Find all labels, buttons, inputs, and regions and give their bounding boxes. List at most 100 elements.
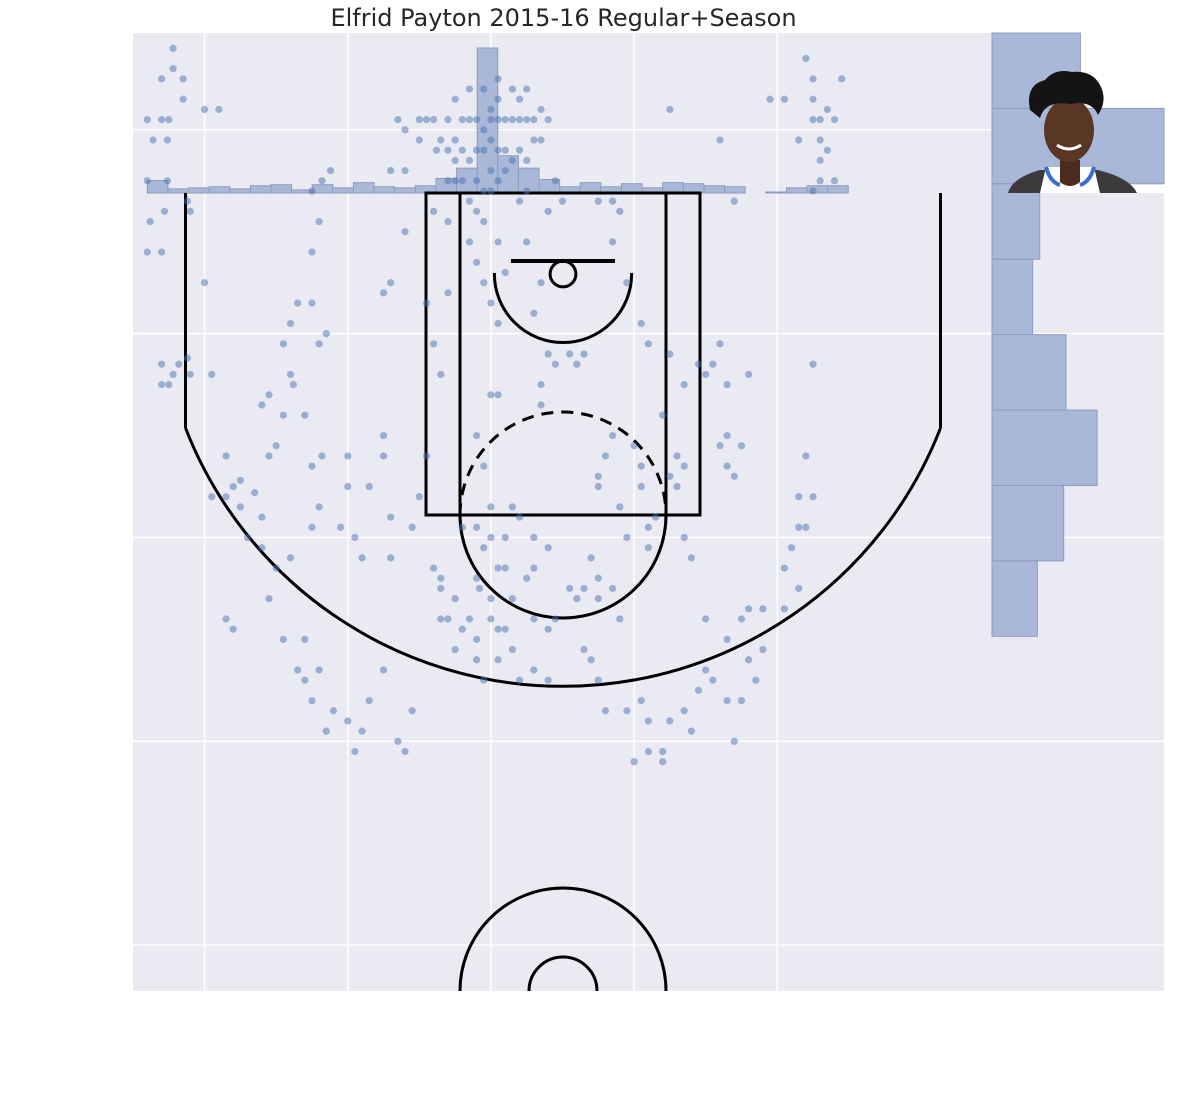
shot-point xyxy=(444,177,452,185)
shot-point xyxy=(279,411,287,419)
shot-point xyxy=(544,625,552,633)
shot-point xyxy=(158,248,166,256)
shot-point xyxy=(365,482,373,491)
shot-point xyxy=(473,146,481,154)
x-histogram-bar xyxy=(188,187,210,194)
shot-point xyxy=(530,116,538,124)
shot-point xyxy=(444,116,452,124)
shot-point xyxy=(816,156,824,164)
shot-point xyxy=(523,238,531,246)
shot-point xyxy=(169,370,177,379)
shot-point xyxy=(444,289,452,297)
shot-point xyxy=(243,533,252,542)
shot-point xyxy=(530,136,538,144)
shot-point xyxy=(587,554,595,562)
shot-point xyxy=(286,319,295,328)
shot-point xyxy=(780,564,789,572)
shot-point xyxy=(501,625,509,633)
shot-point xyxy=(494,564,502,572)
shot-point xyxy=(458,177,466,185)
restricted-area-arc xyxy=(492,273,634,345)
shot-point xyxy=(730,197,738,205)
shot-point xyxy=(523,187,531,195)
shot-point xyxy=(601,707,610,715)
shot-point xyxy=(730,737,738,745)
shot-point xyxy=(766,95,774,103)
shot-point xyxy=(175,360,183,368)
shot-point xyxy=(322,727,330,735)
shot-point xyxy=(451,156,459,164)
shot-point xyxy=(666,717,674,725)
shot-point xyxy=(222,452,230,460)
shot-point xyxy=(501,564,509,572)
shot-point xyxy=(644,747,653,756)
shot-point xyxy=(487,595,495,603)
y-histogram-bar xyxy=(991,183,1041,260)
shot-point xyxy=(179,75,187,83)
player-smile xyxy=(1056,143,1082,151)
shot-point xyxy=(473,207,481,215)
shot-point xyxy=(544,350,552,358)
shot-point xyxy=(494,625,502,633)
shot-point xyxy=(158,381,166,389)
shot-point xyxy=(394,737,402,745)
shot-point xyxy=(551,177,559,185)
shot-point xyxy=(573,360,581,368)
shot-point xyxy=(458,146,466,154)
shot-point xyxy=(530,309,538,317)
x-histogram-bar xyxy=(785,187,808,194)
shot-points xyxy=(143,44,846,766)
shot-point xyxy=(494,177,502,185)
shot-point xyxy=(694,686,703,694)
shot-point xyxy=(451,645,459,654)
shot-point xyxy=(487,136,495,144)
y-histogram-bar xyxy=(991,409,1098,487)
player-neck-collar xyxy=(1060,160,1080,186)
shot-point xyxy=(666,472,674,480)
shot-point xyxy=(473,574,481,582)
shot-point xyxy=(394,116,402,124)
shot-point xyxy=(422,299,431,307)
shot-point xyxy=(659,411,667,419)
shot-point xyxy=(702,615,710,623)
shot-point xyxy=(487,533,495,542)
shot-point xyxy=(780,95,789,103)
shot-point xyxy=(802,452,810,460)
shot-point xyxy=(401,126,409,134)
player-face xyxy=(1044,98,1094,162)
shot-point xyxy=(487,166,495,175)
main-plot-background xyxy=(133,33,992,991)
shot-point xyxy=(795,584,803,593)
shot-point xyxy=(737,615,746,623)
x-histogram-bar xyxy=(208,186,231,194)
shot-point xyxy=(301,411,309,419)
shot-point xyxy=(200,279,209,287)
shot-point xyxy=(515,197,524,205)
shot-point xyxy=(537,381,545,389)
y-histogram xyxy=(991,32,1165,637)
hoop xyxy=(548,259,578,289)
player-headshot-icon xyxy=(1008,71,1137,193)
shot-point xyxy=(437,370,445,379)
shot-point xyxy=(487,105,495,114)
shot-point xyxy=(165,116,173,124)
shot-point xyxy=(279,635,287,643)
shot-point xyxy=(616,615,624,623)
shot-point xyxy=(258,513,266,521)
shot-point xyxy=(379,431,388,440)
shot-point xyxy=(387,554,395,562)
shot-point xyxy=(480,146,488,154)
shot-point xyxy=(637,462,645,470)
shot-point xyxy=(673,482,681,491)
shot-point xyxy=(158,75,166,83)
shot-point xyxy=(258,544,266,552)
shot-point xyxy=(737,442,746,450)
shot-point xyxy=(165,381,173,389)
shot-point xyxy=(795,136,803,144)
shot-point xyxy=(465,156,474,164)
x-histogram-bar xyxy=(229,188,251,194)
shot-point xyxy=(487,299,495,307)
shot-point xyxy=(451,95,459,103)
jersey-trim-left xyxy=(1044,166,1061,187)
shot-point xyxy=(759,645,767,654)
